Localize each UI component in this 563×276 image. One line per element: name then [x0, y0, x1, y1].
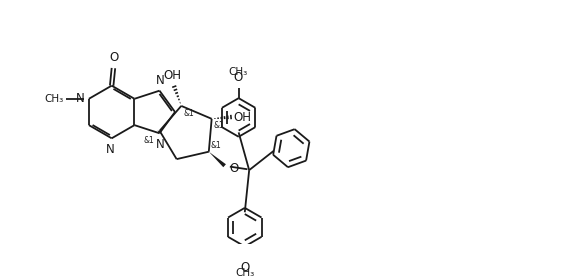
Text: O: O	[233, 71, 243, 84]
Text: O: O	[110, 51, 119, 64]
Text: CH₃: CH₃	[235, 267, 254, 276]
Text: &1: &1	[213, 121, 224, 131]
Text: OH: OH	[234, 111, 252, 124]
Polygon shape	[158, 131, 162, 133]
Text: CH₃: CH₃	[228, 67, 247, 77]
Text: &1: &1	[211, 141, 221, 150]
Text: OH: OH	[163, 69, 181, 82]
Text: O: O	[229, 162, 238, 175]
Text: N: N	[156, 74, 165, 87]
Text: CH₃: CH₃	[44, 94, 64, 104]
Text: &1: &1	[144, 136, 154, 145]
Text: N: N	[156, 138, 165, 151]
Text: &1: &1	[183, 108, 194, 118]
Text: N: N	[76, 92, 84, 105]
Polygon shape	[209, 152, 226, 167]
Text: N: N	[105, 143, 114, 156]
Text: O: O	[240, 261, 249, 274]
